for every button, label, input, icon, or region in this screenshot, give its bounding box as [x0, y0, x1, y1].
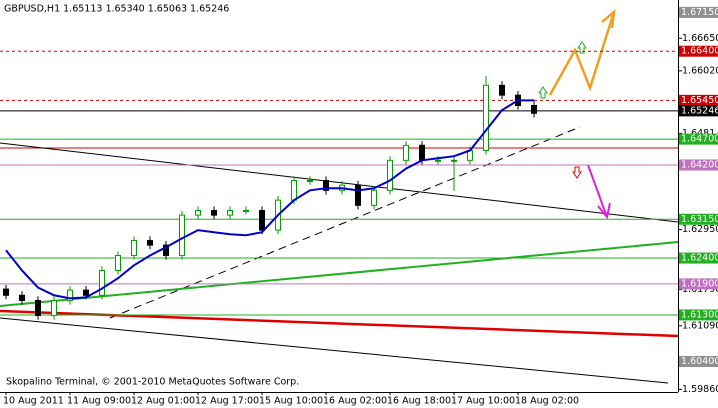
- candle-body: [419, 144, 425, 161]
- level-label-box: [679, 94, 718, 106]
- y-tick-label: 1.6481: [682, 128, 715, 139]
- arrow-head: [601, 9, 616, 29]
- candle-body: [499, 84, 505, 96]
- arrow-head: [597, 202, 611, 220]
- candle-body: [451, 159, 457, 162]
- candle-body: [371, 189, 377, 206]
- y-tick-label: 1.66650: [682, 33, 718, 44]
- candle-body: [179, 214, 185, 256]
- forecast-arrow: [587, 164, 608, 218]
- down-arrow-icon: [572, 166, 582, 179]
- candle-body: [403, 144, 409, 161]
- candle-body: [51, 299, 57, 316]
- level-label-box: [679, 133, 718, 145]
- candle-body: [83, 289, 89, 296]
- candle-body: [147, 239, 153, 246]
- level-label-box: [679, 309, 718, 321]
- y-tick-label: 1.61790: [682, 284, 718, 295]
- x-tick-label: 11 Aug 09:00: [67, 396, 131, 407]
- level-label-box: [679, 213, 718, 225]
- footer: Skopalino Terminal, © 2001-2010 MetaQuot…: [6, 377, 299, 388]
- trend-line: [0, 241, 679, 307]
- level-label: 1.62400: [681, 253, 718, 264]
- candle-body: [531, 104, 537, 114]
- y-tick-label: 1.66020: [682, 65, 718, 76]
- candle-body: [211, 209, 217, 216]
- candle-body: [195, 209, 201, 216]
- y-tick-label: 1.61090: [682, 320, 718, 331]
- x-tick-label: 10 Aug 2011: [3, 396, 64, 407]
- candle-body: [67, 289, 73, 301]
- forecast-arrow: [548, 11, 616, 96]
- candle-body: [291, 179, 297, 201]
- candle-body: [99, 269, 105, 296]
- level-label-box: [679, 105, 718, 117]
- candle-body: [435, 159, 441, 162]
- level-label: 1.65246: [681, 105, 718, 116]
- drawings: [0, 9, 679, 384]
- candle-body: [115, 254, 121, 271]
- x-tick-label: 12 Aug 17:00: [195, 396, 259, 407]
- y-tick-label: 1.59860: [682, 384, 718, 395]
- x-tick-label: 15 Aug 10:00: [259, 396, 323, 407]
- y-tick-label: 1.62950: [682, 224, 718, 235]
- level-label-box: [679, 355, 718, 367]
- level-label-box: [679, 278, 718, 290]
- level-label-box: [679, 159, 718, 171]
- candle-body: [387, 159, 393, 191]
- level-label-box: [679, 6, 718, 18]
- level-label: 1.66400: [681, 46, 718, 57]
- level-label: 1.67150: [681, 7, 718, 18]
- candle-body: [307, 179, 313, 182]
- trend-line: [109, 126, 581, 319]
- level-label: 1.61300: [681, 309, 718, 320]
- up-arrow-icon: [538, 86, 548, 99]
- candle-body: [3, 288, 9, 296]
- candle-body: [163, 244, 169, 256]
- candle-body: [131, 239, 137, 256]
- chart-title: GBPUSD,H1 1.65113 1.65340 1.65063 1.6524…: [4, 4, 229, 15]
- candle-body: [19, 294, 25, 301]
- up-arrow-icon: [577, 41, 587, 54]
- x-tick-label: 16 Aug 18:00: [387, 396, 451, 407]
- trend-line: [0, 317, 669, 384]
- candle-body: [243, 209, 249, 212]
- level-label-box: [679, 45, 718, 57]
- candle-body: [35, 299, 41, 316]
- level-label: 1.61900: [681, 278, 718, 289]
- x-tick-label: 18 Aug 02:00: [515, 396, 579, 407]
- candle-body: [323, 179, 329, 191]
- moving-average: [5, 99, 534, 300]
- level-label: 1.60400: [681, 356, 718, 367]
- x-tick-label: 12 Aug 01:00: [131, 396, 195, 407]
- candle-body: [483, 84, 489, 151]
- level-label: 1.64200: [681, 159, 718, 170]
- candle-body: [227, 209, 233, 216]
- level-label-box: [679, 252, 718, 264]
- candle-body: [259, 209, 265, 231]
- level-label: 1.63150: [681, 214, 718, 225]
- x-tick-label: 16 Aug 02:00: [323, 396, 387, 407]
- x-tick-label: 17 Aug 10:00: [451, 396, 515, 407]
- trend-line: [0, 142, 679, 223]
- level-label: 1.64700: [681, 134, 718, 145]
- level-label: 1.65450: [681, 95, 718, 106]
- candle-body: [355, 184, 361, 206]
